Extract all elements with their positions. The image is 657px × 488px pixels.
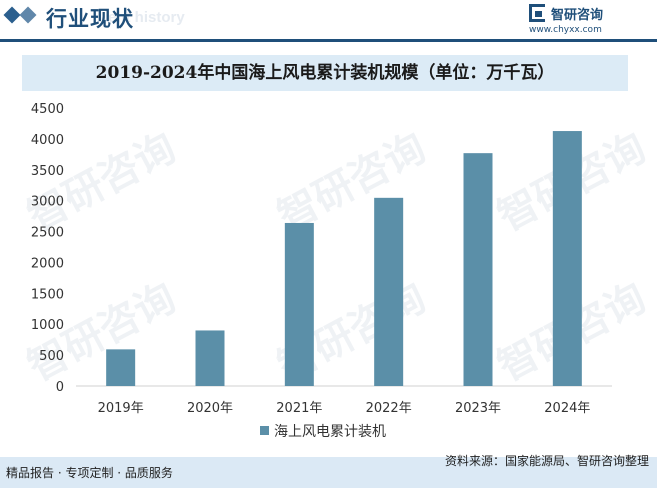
footer-band <box>0 457 657 488</box>
y-tick-label: 500 <box>39 349 64 364</box>
y-tick-label: 1500 <box>31 287 64 302</box>
y-tick-label: 0 <box>56 380 64 395</box>
bar-2023年 <box>463 153 493 386</box>
header-diamond-icon <box>19 6 37 24</box>
header-divider <box>0 39 657 42</box>
chart-title: 2019-2024年中国海上风电累计装机规模（单位：万千瓦） <box>95 63 555 83</box>
legend-swatch <box>260 426 269 435</box>
bar-chart: 0 500 1000 1500 2000 2500 3000 3500 4000 4500 2019… <box>31 102 612 440</box>
x-tick-label: 2023年 <box>455 401 501 416</box>
logo-mark-icon <box>529 4 545 22</box>
logo: 智研咨询 www.chyxx.com <box>529 4 639 38</box>
x-tick-label: 2019年 <box>98 401 144 416</box>
header-english-subtitle: ent history <box>108 9 185 26</box>
bar-2022年 <box>374 197 404 386</box>
logo-url: www.chyxx.com <box>529 25 602 35</box>
header: ent history 行业现状 智研咨询 www.chyxx.com <box>0 0 657 40</box>
bar-2021年 <box>284 222 314 386</box>
bar-2019年 <box>106 349 136 386</box>
logo-name: 智研咨询 <box>551 8 604 23</box>
header-title: 行业现状 <box>46 7 134 31</box>
chart-title-band: 2019-2024年中国海上风电累计装机规模（单位：万千瓦） <box>22 55 628 91</box>
x-tick-label: 2022年 <box>366 401 412 416</box>
bar-2020年 <box>195 330 225 386</box>
x-tick-label: 2020年 <box>187 401 233 416</box>
y-tick-label: 3500 <box>31 164 64 179</box>
y-tick-label: 3000 <box>31 195 64 210</box>
x-tick-label: 2021年 <box>276 401 322 416</box>
bar-2024年 <box>552 131 582 386</box>
y-tick-label: 1000 <box>31 318 64 333</box>
header-diamond-icon <box>3 6 21 24</box>
y-tick-label: 4500 <box>31 102 64 117</box>
y-tick-label: 4000 <box>31 133 64 148</box>
x-tick-label: 2024年 <box>544 401 590 416</box>
legend-label: 海上风电累计装机 <box>274 424 386 440</box>
footer-slogan: 精品报告 · 专项定制 · 品质服务 <box>6 466 173 480</box>
data-source: 资料来源：国家能源局、智研咨询整理 <box>444 454 649 468</box>
y-tick-label: 2500 <box>31 226 64 241</box>
y-tick-label: 2000 <box>31 256 64 271</box>
